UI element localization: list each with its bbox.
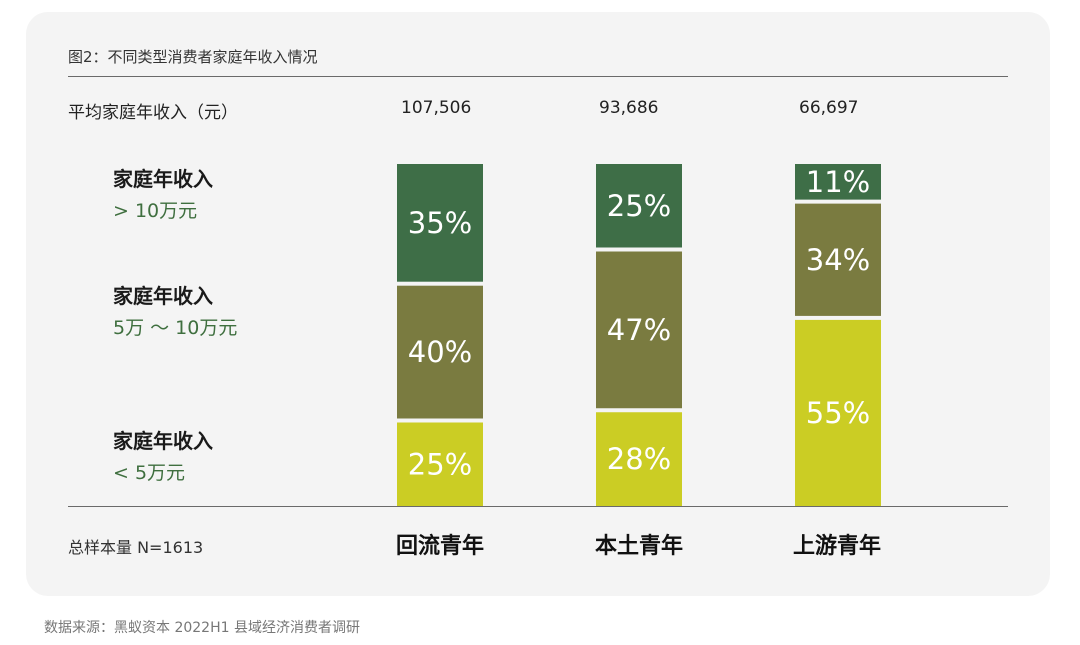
bar-segment-2-mid	[596, 251, 682, 409]
value-label-2-mid: 47%	[607, 313, 671, 347]
value-label-3-high: 11%	[806, 165, 870, 199]
category-label-1: 回流青年	[396, 534, 485, 559]
tier-mid-title: 家庭年收入	[113, 284, 213, 308]
value-label-3-mid: 34%	[806, 243, 870, 277]
value-label-2-high: 25%	[607, 189, 671, 223]
tier-low-title: 家庭年收入	[113, 429, 213, 453]
bar-segment-3-mid	[795, 203, 881, 316]
tier-label-high: 家庭年收入 > 10万元	[113, 163, 213, 227]
category-label-3: 上游青年	[793, 534, 882, 559]
bar-segment-2-low	[596, 412, 682, 506]
value-label-1-high: 35%	[408, 206, 472, 240]
tier-mid-range: 5万 ～ 10万元	[113, 317, 238, 339]
value-label-1-low: 25%	[408, 447, 472, 481]
bar-segment-1-mid	[397, 285, 483, 419]
avg-income-value-3: 66,697	[799, 98, 859, 118]
tier-high-range: > 10万元	[113, 200, 198, 222]
sample-size: 总样本量 N=1613	[68, 538, 204, 557]
bar-segment-3-low	[795, 319, 881, 506]
tier-label-low: 家庭年收入 < 5万元	[113, 425, 213, 489]
bar-segment-3-high	[795, 164, 881, 200]
avg-income-label: 平均家庭年收入（元）	[68, 103, 238, 123]
avg-income-value-1: 107,506	[401, 98, 472, 118]
bar-segment-1-high	[397, 164, 483, 282]
bar-segment-1-low	[397, 422, 483, 506]
avg-income-value-2: 93,686	[599, 98, 659, 118]
tier-high-title: 家庭年收入	[113, 167, 213, 191]
value-label-1-mid: 40%	[408, 335, 472, 369]
value-label-2-low: 28%	[607, 442, 671, 476]
figure-title: 图2：不同类型消费者家庭年收入情况	[68, 48, 318, 66]
bar-segment-2-high	[596, 164, 682, 248]
baseline-rule	[68, 506, 1008, 507]
value-label-3-low: 55%	[806, 396, 870, 430]
tier-low-range: < 5万元	[113, 462, 186, 484]
source-note: 数据来源：黑蚁资本 2022H1 县域经济消费者调研	[44, 620, 360, 636]
category-label-2: 本土青年	[595, 534, 684, 559]
top-rule	[68, 76, 1008, 77]
tier-label-mid: 家庭年收入 5万 ～ 10万元	[113, 280, 237, 344]
